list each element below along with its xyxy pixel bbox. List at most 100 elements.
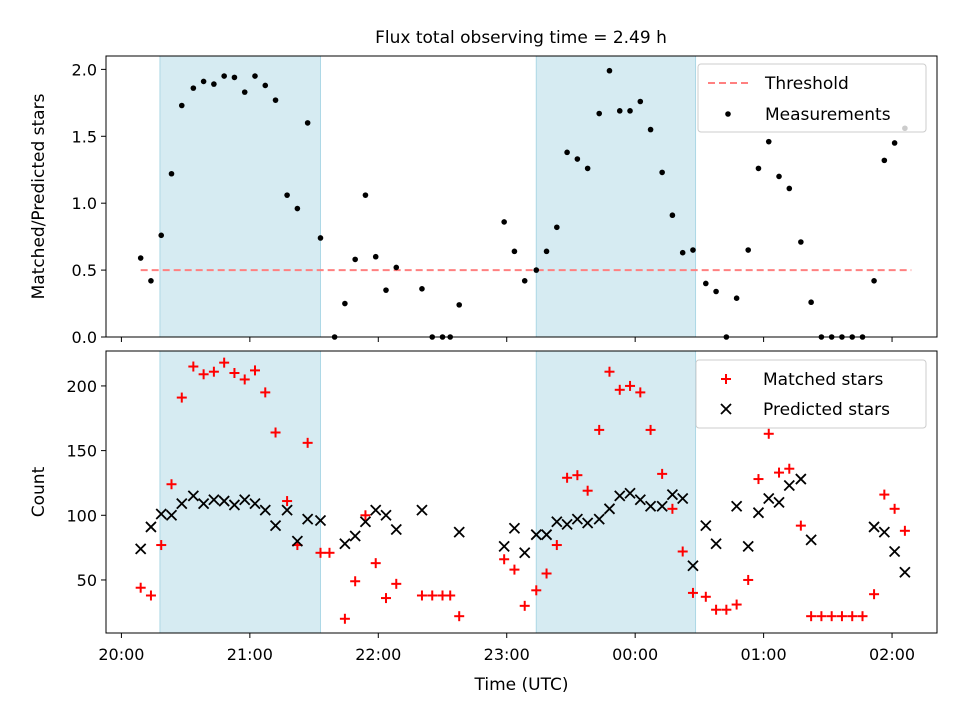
- measurement-point: [511, 248, 518, 255]
- cross-b: [551, 516, 563, 528]
- cross-b: [700, 519, 712, 532]
- measurement-point: [543, 248, 550, 255]
- matched-star-point: [445, 590, 456, 601]
- cross-b: [259, 504, 271, 516]
- predicted-star-point: [135, 543, 147, 555]
- predicted-star-point: [302, 513, 314, 525]
- cross-b: [571, 513, 584, 525]
- measurement-point: [190, 85, 197, 91]
- cross-b: [540, 529, 553, 541]
- cross-b: [339, 538, 351, 550]
- matched-star-point: [519, 600, 530, 611]
- measurement-point: [419, 286, 425, 292]
- predicted-star-point: [291, 535, 304, 547]
- x-tick-label: 00:00: [612, 645, 658, 664]
- measurement-point: [383, 287, 389, 293]
- predicted-star-point: [795, 473, 807, 485]
- matched-star-point: [531, 585, 542, 596]
- measurement-point: [221, 73, 227, 79]
- legend-box: [695, 359, 927, 429]
- cross-b: [370, 504, 382, 516]
- measurement-point: [786, 185, 793, 192]
- cross-b: [291, 535, 304, 547]
- cross-b: [498, 540, 510, 552]
- cross-b: [644, 500, 657, 512]
- matched-star-point: [562, 472, 573, 483]
- cross-b: [314, 514, 327, 527]
- matched-star-point: [499, 554, 510, 565]
- predicted-star-point: [530, 529, 542, 541]
- predicted-star-point: [259, 504, 271, 516]
- cross-b: [593, 513, 605, 525]
- matched-star-point: [427, 590, 438, 601]
- matched-star-point: [889, 503, 900, 514]
- cross-b: [453, 526, 465, 538]
- y-tick-label: 50: [77, 571, 97, 590]
- matched-star-point: [454, 611, 465, 622]
- predicted-star-point: [687, 560, 699, 572]
- predicted-star-point: [314, 514, 327, 527]
- plot-frame: [105, 350, 938, 634]
- cross-b: [269, 519, 282, 532]
- cross-b: [249, 498, 261, 510]
- legend-predicted-label: Predicted stars: [763, 400, 890, 420]
- measurement-point: [637, 98, 644, 105]
- predicted-star-point: [710, 538, 722, 550]
- predicted-star-point: [614, 490, 626, 502]
- legend-measurement-label: Measurements: [765, 105, 891, 125]
- measurement-point: [521, 278, 528, 284]
- cross-b: [878, 526, 890, 538]
- measurement-point: [606, 67, 613, 74]
- measurement-point: [501, 219, 507, 225]
- predicted-star-point: [519, 547, 531, 559]
- matched-star-point: [667, 503, 678, 514]
- predicted-star-point: [359, 516, 372, 528]
- matched-star-point: [657, 468, 668, 479]
- predicted-star-point: [281, 504, 293, 516]
- measurement-point: [211, 81, 217, 87]
- y-tick-label: 1.5: [72, 127, 97, 146]
- cross-b: [197, 498, 210, 510]
- measurement-point: [871, 278, 877, 284]
- cross-b: [624, 487, 636, 499]
- measurement-point: [596, 110, 603, 117]
- matched-star-point: [572, 470, 583, 481]
- cross-b: [135, 543, 147, 555]
- matched-star-point: [350, 576, 361, 587]
- matched-star-point: [795, 520, 806, 531]
- matched-star-point: [879, 489, 890, 500]
- matched-star-point: [826, 611, 837, 622]
- predicted-star-point: [773, 496, 785, 508]
- matched-star-point: [302, 437, 313, 448]
- measurement-point: [745, 247, 751, 253]
- measurement-point: [284, 192, 290, 198]
- measurement-point: [564, 149, 570, 156]
- cross-b: [302, 513, 314, 525]
- measurement-point: [342, 300, 348, 307]
- predicted-star-point: [888, 545, 901, 558]
- matched-star-point: [700, 591, 711, 602]
- measurement-point: [137, 255, 144, 261]
- cross-b: [656, 500, 668, 512]
- cross-b: [795, 473, 807, 485]
- predicted-star-point: [700, 519, 712, 532]
- matched-star-point: [249, 365, 260, 376]
- predicted-star-point: [155, 508, 167, 520]
- measurement-point: [231, 74, 238, 81]
- matched-star-point: [188, 361, 199, 372]
- predicted-star-point: [349, 530, 361, 542]
- matched-star-point: [721, 604, 732, 615]
- predicted-star-point: [508, 522, 521, 534]
- predicted-star-point: [624, 487, 636, 499]
- matched-star-point: [625, 380, 636, 391]
- matched-star-point: [806, 611, 817, 622]
- matched-star-point: [899, 525, 910, 536]
- cross-b: [508, 522, 521, 534]
- cross-b: [742, 540, 754, 552]
- predicted-star-point: [593, 513, 605, 525]
- shaded-region: [535, 55, 697, 338]
- count-panel: 50 100 150 200 20:00 21:00 22:00 23:00 00:00 01:0…: [29, 350, 938, 695]
- measurement-point: [776, 173, 782, 180]
- plot-frame: [105, 55, 938, 338]
- x-tick-label: 21:00: [227, 645, 273, 664]
